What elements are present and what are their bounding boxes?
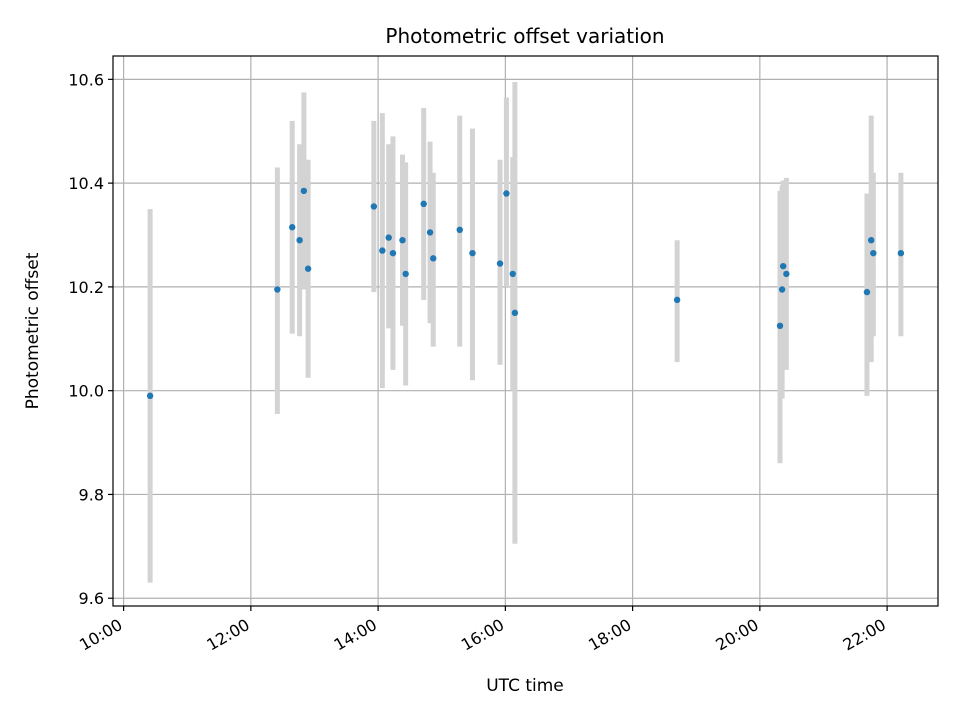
x-axis-label: UTC time [486, 676, 564, 696]
data-point [867, 236, 875, 244]
grid [113, 56, 938, 606]
y-axis-label: Photometric offset [23, 252, 43, 409]
data-point [778, 286, 786, 293]
y-tick-label: 9.8 [79, 485, 104, 504]
data-point [870, 249, 877, 257]
data-point [399, 236, 406, 244]
y-tick-label: 10.6 [68, 70, 104, 89]
data-point [420, 200, 427, 208]
data-point [402, 270, 409, 278]
chart-title: Photometric offset variation [385, 24, 664, 48]
data-point [389, 249, 397, 257]
data-point [511, 309, 519, 317]
data-point [296, 236, 303, 244]
data-point [456, 226, 463, 234]
data-point [783, 270, 790, 278]
data-point [430, 255, 437, 262]
data-point [673, 296, 681, 304]
y-tick-label: 10.4 [68, 174, 104, 193]
plot-frame [112, 55, 939, 607]
data-point [779, 262, 787, 270]
data-point [289, 224, 296, 231]
data-point [863, 288, 871, 296]
data-point [304, 265, 312, 272]
data-point [274, 286, 281, 293]
y-axis-ticks: 9.6 9.8 10.0 10.2 10.4 10.6 [68, 70, 113, 608]
data-point [503, 190, 510, 197]
data-points [146, 187, 905, 400]
y-tick-label: 9.6 [79, 589, 104, 608]
data-point [897, 249, 905, 257]
data-point [146, 392, 154, 400]
data-point [776, 322, 784, 330]
data-point [385, 234, 392, 241]
y-tick-label: 10.2 [68, 278, 104, 297]
data-point [426, 229, 434, 236]
data-point [509, 270, 516, 278]
data-point [496, 260, 504, 267]
data-point [370, 203, 378, 210]
data-point [469, 249, 476, 257]
data-point [379, 247, 386, 254]
data-point [300, 187, 308, 195]
y-tick-label: 10.0 [68, 382, 104, 401]
